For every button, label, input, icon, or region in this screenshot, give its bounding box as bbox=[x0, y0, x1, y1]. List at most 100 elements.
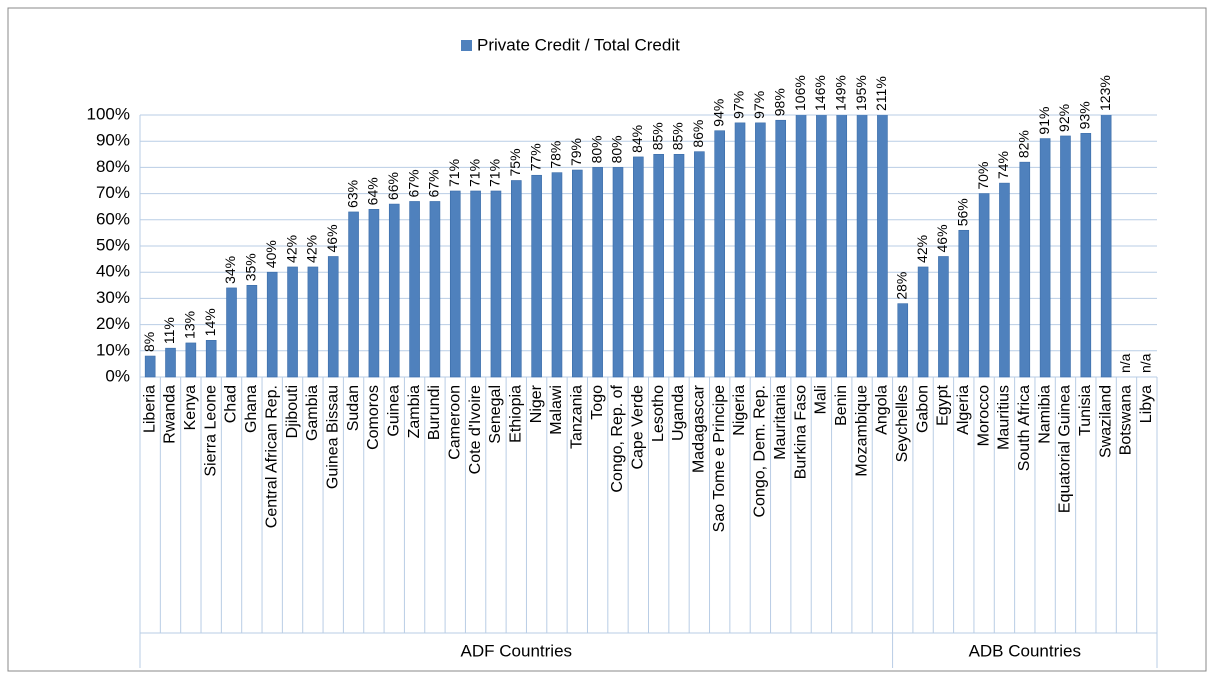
value-label: 77% bbox=[527, 143, 543, 171]
x-tick-label: Malawi bbox=[548, 385, 565, 435]
x-tick-label: Mauritania bbox=[772, 385, 789, 460]
bar bbox=[470, 190, 481, 378]
value-label: 14% bbox=[202, 308, 218, 336]
bar bbox=[531, 174, 542, 378]
bar bbox=[877, 115, 888, 378]
bar bbox=[287, 266, 298, 378]
x-tick-label: Gambia bbox=[304, 385, 321, 441]
x-tick-label: Sao Tome e Principe bbox=[711, 385, 728, 532]
bar bbox=[714, 130, 725, 378]
bar bbox=[633, 156, 644, 378]
group-label: ADF Countries bbox=[461, 641, 572, 660]
bar bbox=[551, 172, 563, 378]
value-label: 46% bbox=[934, 224, 950, 252]
value-label: 8% bbox=[141, 332, 157, 352]
y-tick-label: 40% bbox=[96, 262, 130, 281]
bar bbox=[348, 211, 359, 378]
value-label: 42% bbox=[914, 235, 930, 263]
value-label: 67% bbox=[426, 169, 442, 197]
bar bbox=[917, 266, 929, 378]
y-tick-label: 90% bbox=[96, 131, 130, 150]
value-label: 34% bbox=[222, 256, 238, 284]
value-label: 92% bbox=[1056, 104, 1072, 132]
x-tick-label: Sudan bbox=[345, 385, 362, 431]
value-label: 40% bbox=[263, 240, 279, 268]
value-label: 91% bbox=[1036, 107, 1052, 135]
x-tick-label: Lesotho bbox=[650, 385, 667, 442]
x-tick-label: Congo, Dem. Rep. bbox=[752, 385, 769, 518]
legend-label: Private Credit / Total Credit bbox=[477, 35, 680, 54]
x-tick-label: Cape Verde bbox=[630, 385, 647, 470]
x-tick-label: Togo bbox=[589, 385, 606, 420]
bar bbox=[510, 180, 522, 378]
value-label: 63% bbox=[344, 180, 360, 208]
value-label: 13% bbox=[182, 311, 198, 339]
value-label: 56% bbox=[954, 198, 970, 226]
bar bbox=[836, 115, 848, 378]
bar bbox=[266, 271, 278, 378]
x-tick-label: Benin bbox=[833, 385, 850, 426]
value-label: n/a bbox=[1138, 353, 1154, 373]
y-tick-label: 80% bbox=[96, 157, 130, 176]
x-tick-label: Burkina Faso bbox=[792, 385, 809, 479]
bar bbox=[775, 119, 787, 378]
x-tick-label: Seychelles bbox=[894, 385, 911, 462]
value-label: 211% bbox=[873, 76, 889, 111]
bar bbox=[490, 190, 502, 378]
bar bbox=[409, 201, 420, 378]
bar bbox=[429, 201, 441, 378]
bar bbox=[816, 115, 827, 378]
bar bbox=[612, 167, 624, 378]
x-tick-label: Gabon bbox=[914, 385, 931, 433]
value-label: 93% bbox=[1077, 101, 1093, 129]
value-label: 86% bbox=[690, 120, 706, 148]
x-tick-label: Angola bbox=[874, 385, 891, 435]
bar bbox=[978, 193, 990, 378]
value-label: 66% bbox=[385, 172, 401, 200]
value-label: 84% bbox=[629, 125, 645, 153]
bar bbox=[734, 122, 746, 378]
value-label: 71% bbox=[487, 159, 503, 187]
y-tick-label: 0% bbox=[105, 366, 130, 385]
value-label: 42% bbox=[304, 235, 320, 263]
bar bbox=[226, 287, 237, 378]
x-tick-label: Libya bbox=[1138, 385, 1155, 423]
bar bbox=[795, 115, 807, 378]
value-label: 71% bbox=[466, 159, 482, 187]
bar bbox=[999, 182, 1010, 378]
legend-swatch bbox=[461, 40, 472, 51]
bar bbox=[1060, 135, 1071, 378]
value-label: 82% bbox=[1015, 130, 1031, 158]
value-label: 98% bbox=[771, 88, 787, 116]
value-label: n/a bbox=[1117, 353, 1133, 373]
value-label: 70% bbox=[975, 162, 991, 190]
x-tick-label: Swaziland bbox=[1097, 385, 1114, 458]
bar bbox=[958, 229, 970, 378]
x-tick-label: Ethiopia bbox=[508, 385, 525, 443]
x-tick-label: South Africa bbox=[1016, 385, 1033, 471]
x-tick-label: Liberia bbox=[141, 385, 158, 433]
bar bbox=[694, 151, 705, 378]
x-tick-label: Ghana bbox=[243, 385, 260, 433]
y-tick-label: 70% bbox=[96, 183, 130, 202]
value-label: 97% bbox=[731, 91, 747, 119]
x-tick-label: Guinea bbox=[385, 385, 402, 437]
x-tick-label: Guinea Bissau bbox=[324, 385, 341, 489]
value-label: 106% bbox=[792, 75, 808, 111]
y-tick-label: 20% bbox=[96, 314, 130, 333]
x-tick-label: Equatorial Guinea bbox=[1057, 385, 1074, 513]
bar bbox=[368, 209, 380, 378]
bar bbox=[897, 303, 909, 378]
value-label: 94% bbox=[710, 99, 726, 127]
value-label: 74% bbox=[995, 151, 1011, 179]
x-tick-label: Botswana bbox=[1118, 385, 1135, 455]
bar bbox=[673, 154, 685, 378]
x-tick-label: Uganda bbox=[670, 385, 687, 441]
group-label: ADB Countries bbox=[969, 641, 1081, 660]
bar bbox=[185, 342, 197, 378]
value-label: 85% bbox=[670, 122, 686, 150]
x-tick-label: Mali bbox=[813, 385, 830, 414]
x-tick-label: Namibia bbox=[1036, 385, 1053, 444]
bar bbox=[388, 203, 400, 378]
